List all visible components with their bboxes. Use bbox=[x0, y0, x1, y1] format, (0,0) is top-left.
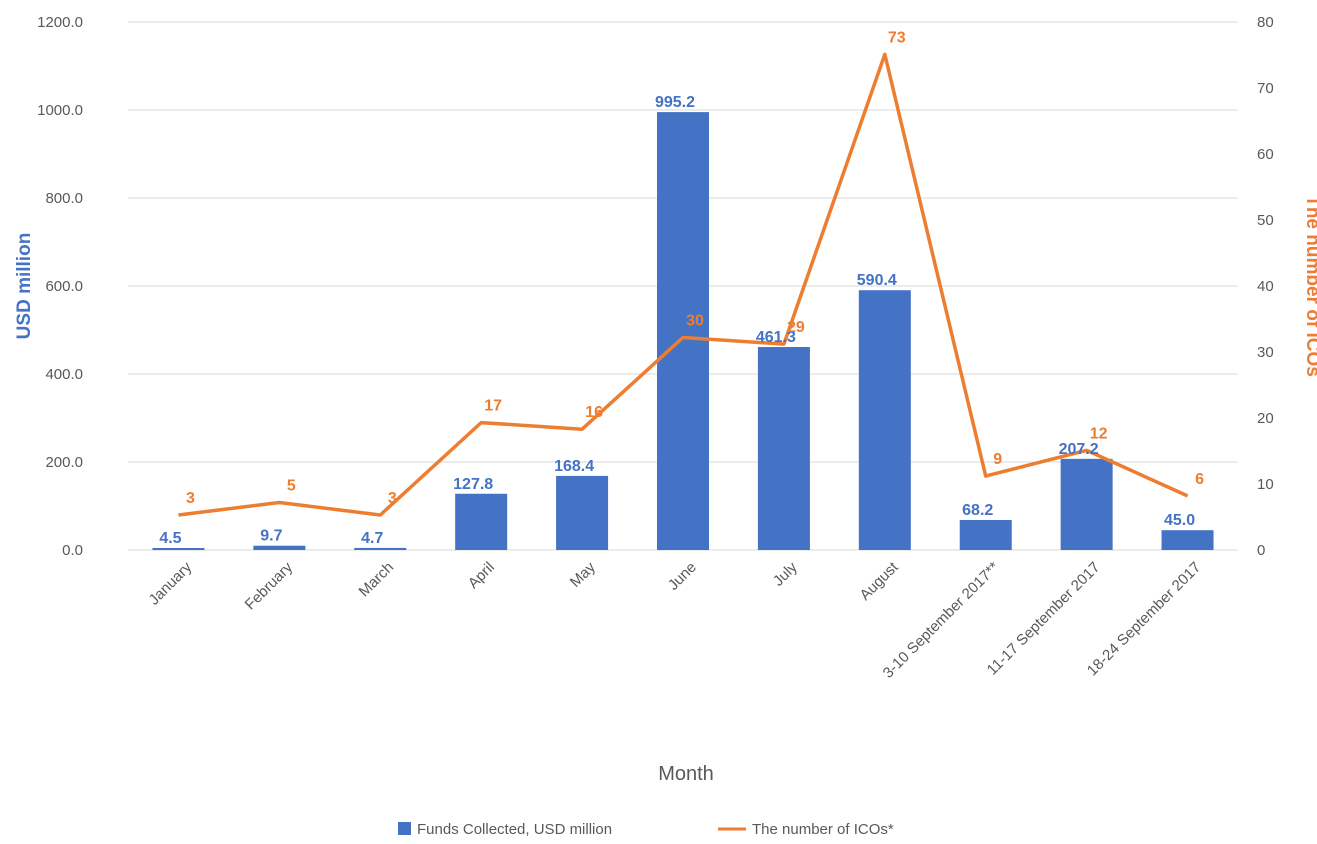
right-tick-label: 30 bbox=[1257, 344, 1274, 361]
line-series bbox=[178, 52, 1189, 517]
left-tick-label: 400.0 bbox=[45, 366, 83, 383]
x-tick-label: June bbox=[665, 559, 700, 594]
left-tick-label: 1200.0 bbox=[37, 14, 83, 31]
legend-label-icos: The number of ICOs* bbox=[752, 821, 894, 838]
left-tick-label: 1000.0 bbox=[37, 102, 83, 119]
right-axis-ticks: 0 10 20 30 40 50 60 70 80 bbox=[1257, 14, 1274, 559]
x-tick-label: March bbox=[356, 559, 397, 600]
bar-data-label: 207.2 bbox=[1059, 441, 1099, 458]
bar bbox=[757, 347, 810, 550]
left-axis-title: USD million bbox=[14, 233, 35, 340]
bar-data-label: 4.7 bbox=[361, 530, 383, 547]
x-tick-label: 3-10 September 2017** bbox=[880, 559, 1003, 682]
bar bbox=[253, 545, 306, 550]
x-axis-title: Month bbox=[658, 763, 714, 785]
bar-data-label: 168.4 bbox=[554, 458, 594, 475]
line-path bbox=[178, 52, 1189, 517]
right-tick-label: 60 bbox=[1257, 146, 1274, 163]
right-tick-label: 20 bbox=[1257, 410, 1274, 427]
line-data-label: 73 bbox=[888, 29, 906, 46]
x-tick-label: February bbox=[242, 558, 297, 613]
line-data-labels: 3 5 3 17 16 30 29 73 9 12 6 bbox=[186, 29, 1204, 507]
bar-data-label: 9.7 bbox=[260, 528, 282, 545]
line-data-label: 29 bbox=[787, 319, 805, 336]
line-data-label: 6 bbox=[1195, 471, 1204, 488]
bar-data-label: 995.2 bbox=[655, 94, 695, 111]
left-tick-label: 200.0 bbox=[45, 454, 83, 471]
bar bbox=[959, 519, 1012, 550]
x-tick-label: January bbox=[146, 558, 196, 608]
bar-data-label: 461.3 bbox=[756, 329, 796, 346]
right-tick-label: 10 bbox=[1257, 476, 1274, 493]
x-tick-label: August bbox=[857, 558, 903, 604]
bar bbox=[455, 493, 508, 550]
x-tick-label: 18-24 September 2017 bbox=[1084, 559, 1205, 680]
line-data-label: 5 bbox=[287, 477, 296, 494]
right-tick-label: 50 bbox=[1257, 212, 1274, 229]
left-tick-label: 800.0 bbox=[45, 190, 83, 207]
bar bbox=[556, 475, 609, 550]
line-data-label: 16 bbox=[585, 404, 603, 421]
left-tick-label: 600.0 bbox=[45, 278, 83, 295]
right-tick-label: 0 bbox=[1257, 542, 1265, 559]
line-data-label: 3 bbox=[388, 490, 397, 507]
x-tick-label: May bbox=[567, 558, 599, 590]
line-data-label: 30 bbox=[686, 312, 704, 329]
bar-data-label: 590.4 bbox=[857, 272, 897, 289]
legend-label-funds: Funds Collected, USD million bbox=[417, 821, 612, 838]
right-tick-label: 40 bbox=[1257, 278, 1274, 295]
bar-data-label: 127.8 bbox=[453, 476, 493, 493]
bar-data-label: 45.0 bbox=[1164, 512, 1195, 529]
right-tick-label: 70 bbox=[1257, 80, 1274, 97]
x-axis-ticks: January February March April May June July Augu… bbox=[146, 558, 1205, 681]
line-data-label: 9 bbox=[993, 451, 1002, 468]
legend: Funds Collected, USD million The number … bbox=[398, 821, 894, 838]
right-tick-label: 80 bbox=[1257, 14, 1274, 31]
line-data-label: 3 bbox=[186, 490, 195, 507]
bar bbox=[1161, 530, 1214, 550]
legend-swatch-funds bbox=[398, 822, 411, 835]
left-tick-label: 0.0 bbox=[62, 542, 83, 559]
bar-data-labels: 4.5 9.7 4.7 127.8 168.4 995.2 461.3 590.4 68.2 20… bbox=[159, 94, 1195, 547]
x-tick-label: July bbox=[770, 558, 801, 589]
bar bbox=[858, 290, 911, 550]
bar bbox=[657, 112, 709, 550]
bar-data-label: 68.2 bbox=[962, 502, 993, 519]
bar bbox=[1060, 458, 1113, 550]
bar bbox=[354, 547, 407, 550]
right-axis-title: The number of ICOs bbox=[1302, 195, 1317, 377]
bar bbox=[152, 548, 205, 550]
bar-series bbox=[152, 112, 1214, 550]
x-tick-label: 11-17 September 2017 bbox=[984, 559, 1104, 679]
left-axis-ticks: 0.0 200.0 400.0 600.0 800.0 1000.0 1200.0 bbox=[37, 14, 83, 559]
line-data-label: 12 bbox=[1090, 425, 1108, 442]
line-data-label: 17 bbox=[484, 398, 502, 415]
x-tick-label: April bbox=[465, 559, 498, 592]
bar-data-label: 4.5 bbox=[159, 530, 181, 547]
